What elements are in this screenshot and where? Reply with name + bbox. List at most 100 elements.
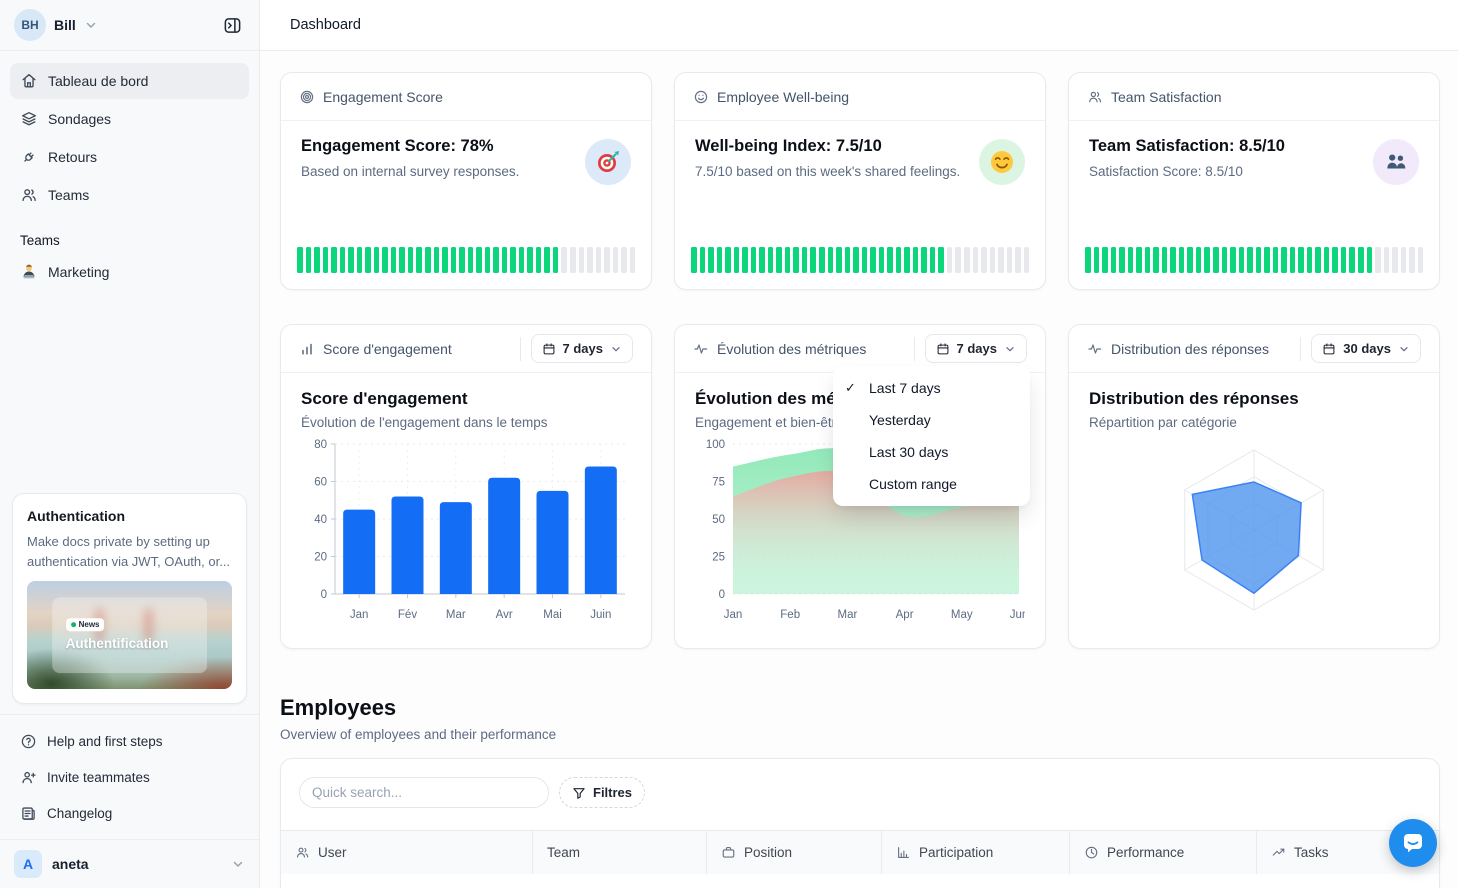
card-body: Well-being Index: 7.5/10 7.5/10 based on… [675, 121, 1045, 289]
news-badge: News [65, 618, 105, 632]
svg-text:0: 0 [719, 589, 725, 601]
date-range-button[interactable]: 30 days [1311, 334, 1421, 363]
card-header: Employee Well-being [675, 73, 1045, 121]
calendar-icon [543, 342, 554, 354]
team-item-label: Marketing [48, 264, 110, 280]
card-header: Engagement Score [281, 73, 651, 121]
collapse-panel-icon [224, 17, 240, 33]
sidebar-collapse-button[interactable] [217, 10, 247, 40]
svg-text:Juin: Juin [590, 609, 611, 621]
progress-bar [281, 247, 651, 289]
chat-launcher-button[interactable] [1389, 819, 1437, 867]
account-avatar: A [14, 850, 42, 878]
date-range-menu: ✓ Last 7 days Yesterday Last 30 days Cus… [833, 366, 1030, 506]
menu-item-yesterday[interactable]: Yesterday [869, 412, 931, 428]
sidebar-item-sondages[interactable]: Sondages [10, 101, 249, 137]
users-icon [296, 847, 309, 858]
progress-bar [1069, 247, 1439, 289]
card-header-label: Employee Well-being [717, 88, 850, 105]
page-title: Dashboard [290, 17, 361, 33]
card-header: Distribution des réponses 30 days [1069, 325, 1439, 373]
svg-text:Feb: Feb [780, 609, 800, 621]
svg-text:25: 25 [712, 552, 725, 564]
menu-item-last-7-days[interactable]: ✓ Last 7 days [845, 380, 941, 396]
chevron-down-icon [1006, 346, 1014, 351]
svg-text:Mai: Mai [543, 609, 562, 621]
bar-chart-icon [302, 343, 312, 355]
smiling-face-emoji [979, 139, 1025, 185]
date-range-button[interactable]: 7 days [530, 334, 633, 363]
technologist-emoji [23, 264, 35, 279]
svg-text:Avr: Avr [496, 609, 513, 621]
chevron-down-icon [1400, 346, 1408, 351]
svg-text:0: 0 [321, 589, 327, 601]
sidebar-item-marketing[interactable]: Marketing [0, 254, 259, 290]
sidebar-item-help[interactable]: Help and first steps [10, 723, 249, 759]
column-header-team[interactable]: Team [533, 831, 707, 874]
menu-item-last-30-days[interactable]: Last 30 days [869, 444, 949, 460]
card-body: Team Satisfaction: 8.5/10 Satisfaction S… [1069, 121, 1439, 289]
sidebar-item-label: Help and first steps [47, 733, 163, 749]
column-chart-icon [898, 847, 909, 858]
account-name: aneta [52, 856, 89, 872]
workspace-avatar: BH [14, 9, 46, 41]
menu-item-custom-range[interactable]: Custom range [869, 476, 957, 492]
chart-subtitle: Engagement et bien-être [695, 415, 844, 430]
search-input[interactable] [299, 777, 549, 808]
sidebar-item-label: Changelog [47, 805, 113, 821]
sidebar-item-retours[interactable]: Retours [10, 139, 249, 175]
briefcase-icon [722, 846, 735, 858]
employee-wellbeing-card: Employee Well-being Well-being Index: 7.… [674, 72, 1046, 290]
svg-text:60: 60 [314, 477, 327, 489]
main-area: Dashboard Engagement Score Engagement Sc… [260, 0, 1458, 888]
news-dot-icon [70, 622, 76, 628]
date-range-button[interactable]: 7 days [924, 334, 1027, 363]
target-icon [300, 90, 314, 103]
svg-text:40: 40 [314, 514, 327, 526]
svg-text:Mar: Mar [446, 609, 466, 621]
workspace-switcher[interactable]: BH Bill [0, 0, 259, 51]
promo-caption: Authentification [65, 636, 169, 652]
table-toolbar: Filtres [281, 759, 1439, 830]
team-satisfaction-card: Team Satisfaction Team Satisfaction: 8.5… [1068, 72, 1440, 290]
progress-bar [675, 247, 1045, 289]
chevron-down-icon [233, 861, 243, 867]
help-circle-icon [21, 734, 36, 748]
column-header-user[interactable]: User [281, 831, 533, 874]
svg-text:Jan: Jan [724, 609, 743, 621]
column-header-tasks[interactable]: Tasks [1257, 831, 1439, 874]
employees-table-card: Filtres User Team Position [280, 758, 1440, 888]
bar-chart: 0 20 40 60 80 Jan Fév Mar Avr Mai Juin [314, 439, 625, 621]
sidebar-item-invite[interactable]: Invite teammates [10, 759, 249, 795]
divider [1300, 336, 1302, 361]
layers-icon [22, 112, 36, 126]
engagement-bar-chart-card: Score d'engagement 7 days Score d'engage… [280, 324, 652, 649]
filters-button[interactable]: Filtres [559, 777, 646, 808]
divider [519, 336, 521, 361]
column-header-performance[interactable]: Performance [1070, 831, 1257, 874]
svg-text:Fév: Fév [398, 609, 417, 621]
distribution-radar-chart-card: Distribution des réponses 30 days Distri… [1068, 324, 1440, 649]
column-header-participation[interactable]: Participation [882, 831, 1070, 874]
card-header-label: Team Satisfaction [1111, 88, 1222, 105]
authentication-promo-card[interactable]: Authentication Make docs private by sett… [12, 493, 247, 704]
sidebar-item-changelog[interactable]: Changelog [10, 795, 249, 831]
calendar-icon [1323, 342, 1335, 354]
check-icon: ✓ [845, 380, 856, 395]
account-switcher[interactable]: A aneta [0, 839, 259, 888]
sidebar-item-teams[interactable]: Teams [10, 177, 249, 213]
employees-section-subtitle: Overview of employees and their performa… [280, 727, 557, 742]
sidebar-item-tableau-de-bord[interactable]: Tableau de bord [10, 63, 249, 99]
chart-title: Distribution des réponses [1089, 389, 1299, 408]
home-icon [22, 74, 36, 88]
svg-text:75: 75 [712, 477, 725, 489]
column-header-position[interactable]: Position [707, 831, 882, 874]
activity-icon [694, 343, 708, 354]
card-header-label: Distribution des réponses [1111, 340, 1269, 357]
sidebar-item-label: Teams [48, 187, 90, 203]
sidebar-footer-nav: Help and first steps Invite teammates Ch… [0, 714, 259, 839]
activity-icon [1088, 343, 1102, 354]
chevron-down-icon [612, 346, 620, 351]
promo-overlay-card: News Authentification [51, 597, 208, 673]
changelog-icon [22, 806, 35, 820]
